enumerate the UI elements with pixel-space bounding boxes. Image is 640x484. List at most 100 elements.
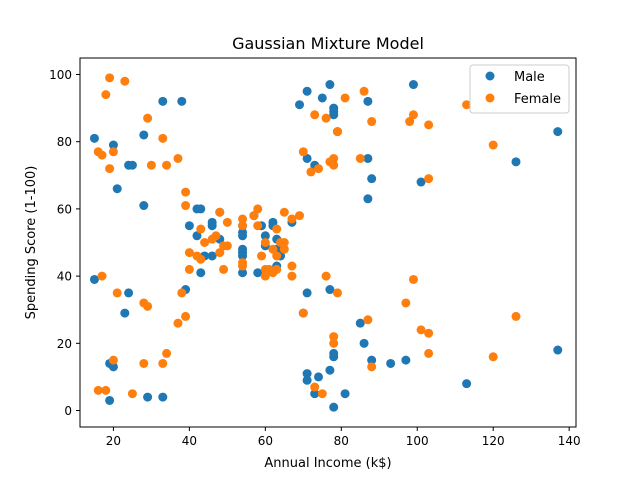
- data-point-female-8: [108, 355, 118, 365]
- data-point-female-98: [462, 100, 472, 110]
- data-point-female-11: [120, 76, 130, 86]
- x-tick-label-140: 140: [558, 434, 581, 448]
- data-point-female-25: [181, 311, 191, 321]
- data-point-female-5: [101, 90, 111, 100]
- data-point-female-3: [97, 150, 107, 160]
- data-point-male-50: [302, 288, 312, 298]
- data-point-female-21: [162, 160, 172, 170]
- data-point-female-45: [238, 261, 248, 271]
- y-tick-label-60: 60: [57, 202, 72, 216]
- data-point-male-66: [329, 348, 339, 358]
- data-point-male-39: [260, 231, 270, 241]
- data-point-male-54: [302, 375, 312, 385]
- data-point-female-90: [405, 117, 415, 127]
- data-point-female-48: [253, 204, 263, 214]
- legend-frame: [469, 64, 570, 114]
- data-point-female-78: [329, 338, 339, 348]
- data-point-male-29: [238, 268, 248, 278]
- data-point-female-92: [408, 274, 418, 284]
- data-point-female-12: [127, 389, 137, 399]
- data-point-female-54: [268, 244, 278, 254]
- data-point-female-10: [112, 288, 122, 298]
- data-point-male-37: [253, 268, 263, 278]
- data-point-male-67: [329, 110, 339, 120]
- data-point-female-52: [260, 238, 270, 247]
- data-point-female-58: [272, 251, 282, 261]
- data-point-male-74: [363, 96, 373, 106]
- data-point-female-29: [184, 248, 194, 258]
- data-point-male-52: [302, 369, 312, 379]
- data-point-female-100: [488, 140, 498, 150]
- data-point-male-61: [325, 285, 335, 295]
- legend-marker-male: [485, 71, 495, 81]
- data-point-female-77: [329, 332, 339, 342]
- data-point-female-73: [317, 389, 327, 399]
- data-point-female-27: [181, 187, 191, 197]
- data-point-female-23: [173, 153, 183, 163]
- data-point-female-17: [146, 160, 156, 170]
- legend-label-male: Male: [514, 70, 545, 85]
- data-point-male-69: [340, 389, 350, 399]
- data-point-female-15: [143, 301, 153, 311]
- data-point-male-18: [184, 221, 194, 231]
- data-point-female-49: [257, 251, 267, 261]
- data-point-male-10: [127, 160, 137, 170]
- data-point-female-19: [158, 133, 168, 143]
- legend-label-female: Female: [514, 92, 561, 107]
- data-point-female-4: [101, 385, 111, 395]
- data-point-male-72: [363, 194, 373, 204]
- data-point-male-75: [367, 355, 377, 365]
- data-point-female-99: [488, 352, 498, 362]
- data-point-male-48: [295, 100, 305, 110]
- data-point-female-84: [355, 153, 365, 163]
- y-tick-label-0: 0: [64, 404, 72, 418]
- data-point-female-57: [272, 264, 282, 274]
- data-point-male-15: [158, 96, 168, 106]
- y-tick-label-40: 40: [57, 270, 72, 284]
- data-point-female-39: [219, 264, 229, 274]
- data-point-male-82: [511, 157, 521, 167]
- x-tick-label-80: 80: [334, 434, 349, 448]
- data-point-female-36: [215, 207, 225, 217]
- y-axis-ticks: 0 20 40 60 80 100: [49, 68, 80, 418]
- data-point-female-79: [329, 153, 339, 163]
- data-point-female-60: [279, 207, 289, 217]
- data-point-female-70: [310, 110, 320, 120]
- data-point-female-40: [222, 241, 232, 251]
- data-point-male-1: [89, 133, 99, 143]
- data-point-male-78: [401, 355, 411, 365]
- y-tick-label-20: 20: [57, 337, 72, 351]
- data-point-male-22: [196, 268, 206, 278]
- data-point-female-66: [295, 211, 305, 221]
- data-point-male-70: [355, 318, 365, 328]
- data-point-female-13: [139, 358, 149, 368]
- data-point-male-57: [314, 372, 324, 382]
- data-point-female-41: [222, 217, 232, 227]
- data-point-female-47: [253, 221, 263, 231]
- data-point-female-18: [158, 358, 168, 368]
- data-point-female-83: [340, 93, 350, 103]
- data-point-male-26: [207, 221, 217, 231]
- data-point-female-82: [332, 127, 342, 137]
- data-point-male-7: [120, 308, 130, 318]
- data-point-male-76: [367, 174, 377, 184]
- data-point-male-79: [408, 80, 418, 90]
- data-point-female-75: [321, 113, 331, 123]
- data-point-female-96: [424, 328, 434, 338]
- data-point-female-95: [424, 120, 434, 130]
- data-point-male-35: [238, 248, 248, 258]
- data-point-female-91: [408, 110, 418, 120]
- data-point-female-89: [401, 298, 411, 308]
- data-point-female-32: [196, 254, 206, 264]
- data-point-male-13: [143, 392, 153, 402]
- x-axis-ticks: 20 40 60 80 100 120 140: [106, 427, 581, 448]
- data-point-male-51: [302, 86, 312, 96]
- x-tick-label-100: 100: [406, 434, 429, 448]
- data-point-female-9: [108, 147, 118, 157]
- data-point-male-60: [325, 80, 335, 90]
- data-point-male-58: [317, 93, 327, 103]
- data-point-female-88: [367, 117, 377, 127]
- data-point-male-5: [108, 362, 118, 372]
- legend: Male Female: [469, 64, 570, 114]
- y-tick-label-80: 80: [57, 135, 72, 149]
